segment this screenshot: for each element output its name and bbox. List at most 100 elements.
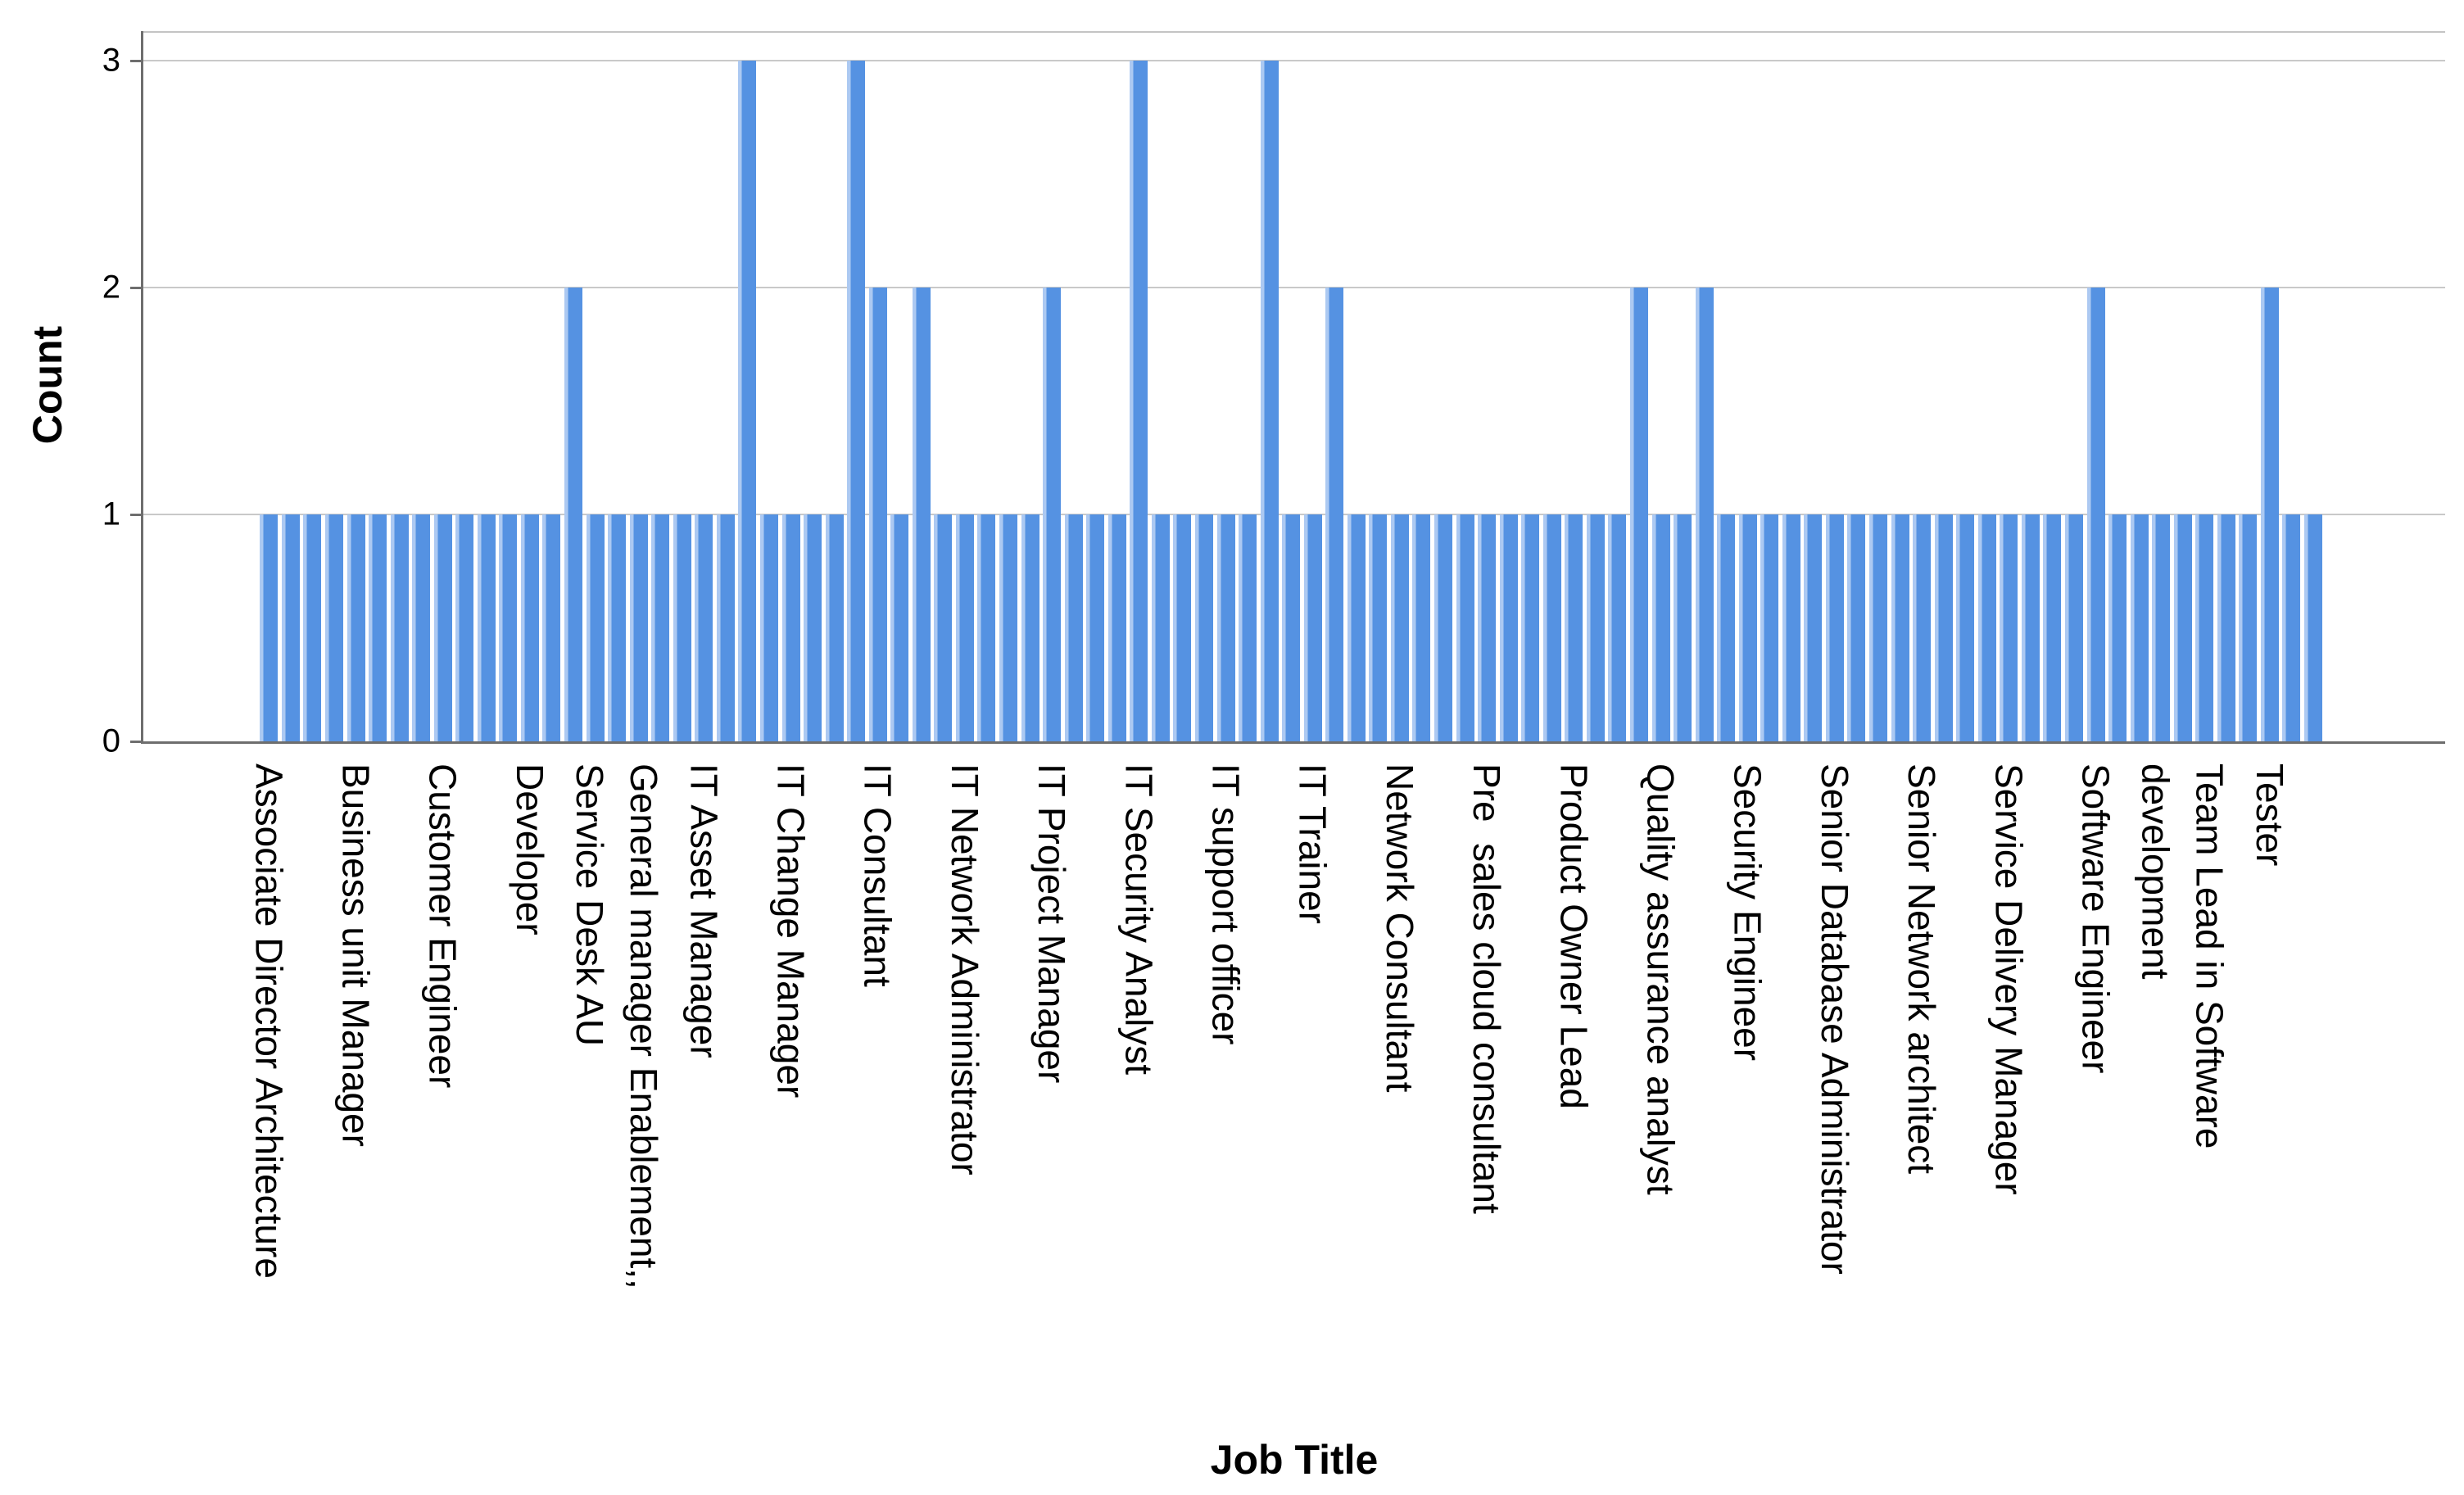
y-axis-title: Count bbox=[25, 325, 70, 445]
x-category-label-64: Quality assurance analyst bbox=[1639, 763, 1683, 1195]
bar-2 bbox=[303, 514, 322, 741]
y-tick-mark-1 bbox=[130, 514, 141, 516]
bar-19 bbox=[673, 514, 691, 741]
x-category-label-60: Product Owner Lead bbox=[1552, 763, 1596, 1109]
bar-68 bbox=[1738, 514, 1757, 741]
bar-5 bbox=[369, 514, 387, 741]
top-frame-line bbox=[143, 31, 2445, 33]
bar-57 bbox=[1499, 514, 1518, 741]
bar-35 bbox=[1021, 514, 1040, 741]
x-category-label-8: Customer Engineer bbox=[421, 763, 464, 1089]
bar-61 bbox=[1586, 514, 1605, 741]
bar-14 bbox=[564, 288, 582, 741]
x-category-label-24: IT Change Manager bbox=[769, 763, 813, 1099]
bar-47 bbox=[1282, 514, 1301, 741]
bar-64 bbox=[1651, 514, 1670, 741]
bar-25 bbox=[804, 514, 822, 741]
y-gridline-2 bbox=[143, 287, 2445, 288]
bar-83 bbox=[2064, 514, 2083, 741]
bar-27 bbox=[847, 61, 866, 741]
bar-50 bbox=[1347, 514, 1366, 741]
x-category-label-16: General manager Enablement,, Service Des… bbox=[568, 763, 666, 1289]
bar-29 bbox=[890, 514, 909, 741]
bar-66 bbox=[1695, 288, 1714, 741]
x-category-label-20: IT Asset Manager bbox=[682, 763, 726, 1058]
bar-60 bbox=[1565, 514, 1583, 741]
y-tick-label-3: 3 bbox=[102, 42, 120, 79]
bar-22 bbox=[738, 61, 757, 741]
bar-55 bbox=[1456, 514, 1474, 741]
bar-58 bbox=[1521, 514, 1540, 741]
bar-28 bbox=[868, 288, 887, 741]
x-category-label-32: IT Network Administrator bbox=[943, 763, 986, 1176]
bar-0 bbox=[260, 514, 279, 741]
bar-74 bbox=[1869, 514, 1887, 741]
bar-9 bbox=[455, 514, 474, 741]
bar-3 bbox=[324, 514, 343, 741]
bar-78 bbox=[1956, 514, 1975, 741]
x-category-label-88: Team Lead in Software development bbox=[2134, 763, 2231, 1149]
bar-33 bbox=[977, 514, 996, 741]
x-category-label-56: Pre sales cloud consultant bbox=[1465, 763, 1509, 1214]
y-tick-mark-0 bbox=[130, 741, 141, 743]
bar-37 bbox=[1064, 514, 1083, 741]
bar-94 bbox=[2304, 514, 2322, 741]
x-category-label-48: IT Trainer bbox=[1291, 763, 1334, 924]
x-category-label-28: IT Consultant bbox=[856, 763, 899, 987]
bar-75 bbox=[1891, 514, 1909, 741]
bar-42 bbox=[1173, 514, 1192, 741]
bar-84 bbox=[2086, 288, 2105, 741]
bar-49 bbox=[1325, 288, 1344, 741]
y-tick-mark-3 bbox=[130, 60, 141, 62]
bar-71 bbox=[1804, 514, 1823, 741]
bar-26 bbox=[825, 514, 844, 741]
bar-81 bbox=[2021, 514, 2040, 741]
bar-38 bbox=[1086, 514, 1105, 741]
bar-36 bbox=[1043, 288, 1062, 741]
x-category-label-52: Network Consultant bbox=[1378, 763, 1421, 1093]
bar-70 bbox=[1782, 514, 1800, 741]
x-category-label-68: Security Engineer bbox=[1726, 763, 1769, 1062]
bar-23 bbox=[759, 514, 778, 741]
bar-45 bbox=[1239, 514, 1257, 741]
bar-6 bbox=[390, 514, 409, 741]
bar-20 bbox=[695, 514, 713, 741]
bar-88 bbox=[2173, 514, 2192, 741]
x-category-label-44: IT support officer bbox=[1204, 763, 1248, 1045]
x-category-label-12: Developer bbox=[508, 763, 551, 936]
bar-7 bbox=[412, 514, 431, 741]
bar-21 bbox=[716, 514, 735, 741]
bar-65 bbox=[1674, 514, 1692, 741]
bar-52 bbox=[1390, 514, 1409, 741]
bar-51 bbox=[1369, 514, 1388, 741]
bar-44 bbox=[1216, 514, 1235, 741]
bar-18 bbox=[651, 514, 670, 741]
bar-48 bbox=[1303, 514, 1322, 741]
bar-31 bbox=[934, 514, 953, 741]
y-gridline-3 bbox=[143, 60, 2445, 61]
bar-11 bbox=[499, 514, 518, 741]
bar-87 bbox=[2152, 514, 2171, 741]
x-axis-title: Job Title bbox=[1210, 1437, 1379, 1483]
bar-17 bbox=[629, 514, 648, 741]
y-tick-label-1: 1 bbox=[102, 496, 120, 532]
bar-40 bbox=[1130, 61, 1148, 741]
bar-62 bbox=[1608, 514, 1627, 741]
bar-80 bbox=[2000, 514, 2018, 741]
bar-92 bbox=[2260, 288, 2279, 741]
bar-1 bbox=[281, 514, 300, 741]
bar-13 bbox=[542, 514, 561, 741]
bar-56 bbox=[1478, 514, 1497, 741]
y-axis-line bbox=[141, 31, 143, 744]
bar-90 bbox=[2217, 514, 2235, 741]
x-category-label-40: IT Security Analyst bbox=[1117, 763, 1161, 1076]
bar-73 bbox=[1847, 514, 1866, 741]
bar-32 bbox=[955, 514, 974, 741]
bar-12 bbox=[520, 514, 539, 741]
bar-63 bbox=[1629, 288, 1648, 741]
y-tick-label-2: 2 bbox=[102, 269, 120, 306]
bar-54 bbox=[1434, 514, 1452, 741]
bar-82 bbox=[2043, 514, 2062, 741]
bar-16 bbox=[608, 514, 627, 741]
